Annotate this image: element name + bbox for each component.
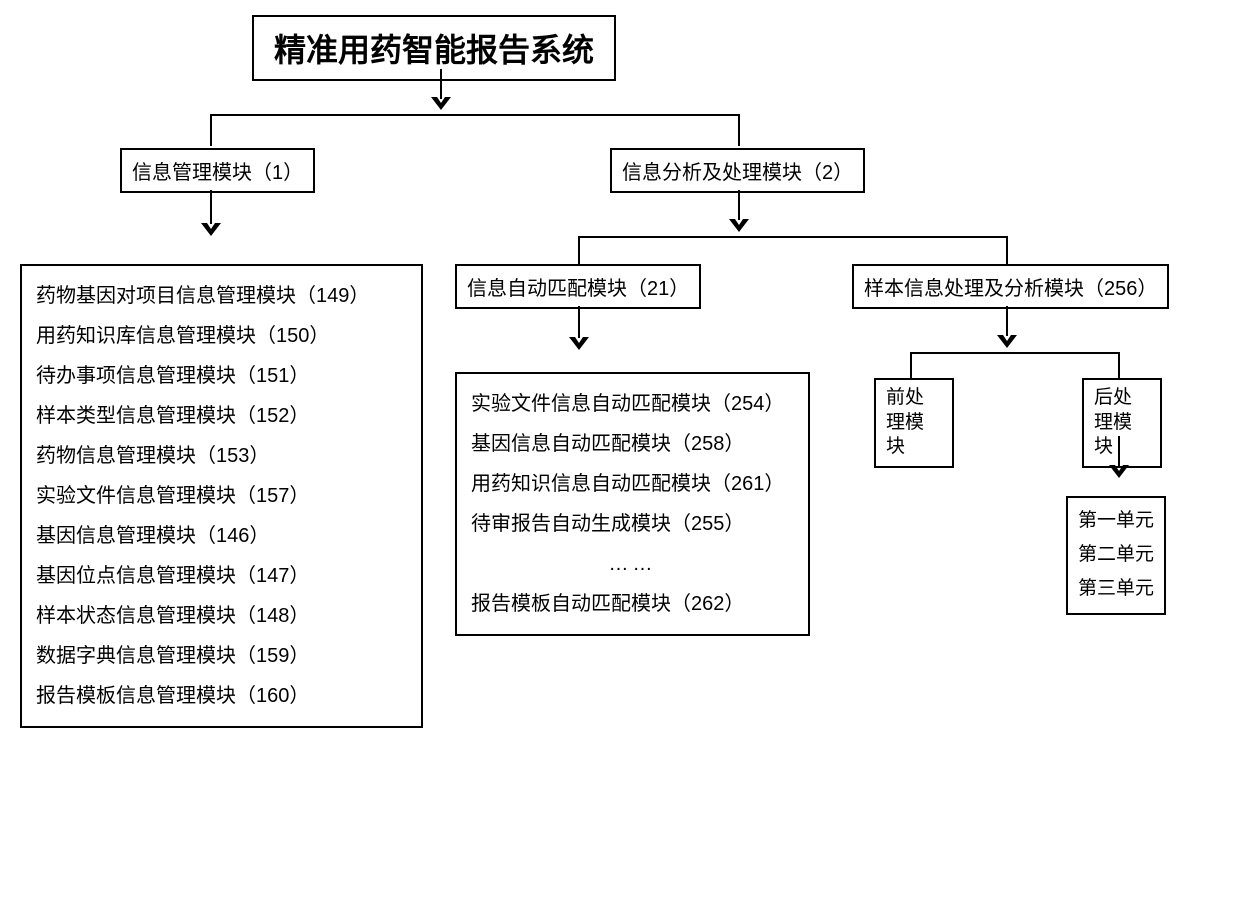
left-list-item: 实验文件信息管理模块（157） bbox=[36, 476, 407, 516]
title-box: 精准用药智能报告系统 bbox=[252, 15, 616, 81]
split-v-right bbox=[738, 114, 740, 146]
mid-list-box: 实验文件信息自动匹配模块（254） 基因信息自动匹配模块（258） 用药知识信息… bbox=[455, 372, 810, 636]
mid-list-item: 待审报告自动生成模块（255） bbox=[471, 504, 794, 544]
mid-list-item: 报告模板自动匹配模块（262） bbox=[471, 584, 794, 624]
left-list-item: 样本状态信息管理模块（148） bbox=[36, 596, 407, 636]
unit-item: 第一单元 bbox=[1078, 504, 1154, 538]
left-list-item: 待办事项信息管理模块（151） bbox=[36, 356, 407, 396]
mid-list-item: 用药知识信息自动匹配模块（261） bbox=[471, 464, 794, 504]
auto-match-module: 信息自动匹配模块（21） bbox=[455, 264, 701, 309]
mid-list-item: 基因信息自动匹配模块（258） bbox=[471, 424, 794, 464]
pre-proc-box: 前处理模块 bbox=[874, 378, 954, 468]
info-mgmt-label: 信息管理模块（1） bbox=[132, 162, 303, 184]
left-list-item: 样本类型信息管理模块（152） bbox=[36, 396, 407, 436]
post-proc-box: 后处理模块 bbox=[1082, 378, 1162, 468]
split-v-left bbox=[210, 114, 212, 146]
unit-item: 第三单元 bbox=[1078, 572, 1154, 606]
left-list-item: 用药知识库信息管理模块（150） bbox=[36, 316, 407, 356]
split-v2l bbox=[578, 236, 580, 264]
left-list-item: 药物信息管理模块（153） bbox=[36, 436, 407, 476]
sample-proc-module: 样本信息处理及分析模块（256） bbox=[852, 264, 1169, 309]
units-box: 第一单元 第二单元 第三单元 bbox=[1066, 496, 1166, 615]
info-analysis-label: 信息分析及处理模块（2） bbox=[622, 162, 853, 184]
auto-match-label: 信息自动匹配模块（21） bbox=[467, 278, 689, 300]
split-v2r bbox=[1006, 236, 1008, 264]
sample-proc-label: 样本信息处理及分析模块（256） bbox=[864, 278, 1157, 300]
left-list-item: 数据字典信息管理模块（159） bbox=[36, 636, 407, 676]
pre-proc-label: 前处理模块 bbox=[886, 387, 924, 457]
left-list-item: 基因位点信息管理模块（147） bbox=[36, 556, 407, 596]
mid-list-item: 实验文件信息自动匹配模块（254） bbox=[471, 384, 794, 424]
info-mgmt-module: 信息管理模块（1） bbox=[120, 148, 315, 193]
split-v3r bbox=[1118, 352, 1120, 378]
left-list-box: 药物基因对项目信息管理模块（149） 用药知识库信息管理模块（150） 待办事项… bbox=[20, 264, 423, 728]
split-h2 bbox=[578, 236, 1008, 238]
left-list-item: 报告模板信息管理模块（160） bbox=[36, 676, 407, 716]
mid-list-dots: …… bbox=[471, 544, 794, 584]
post-proc-label: 后处理模块 bbox=[1094, 387, 1132, 457]
split-h3 bbox=[910, 352, 1120, 354]
split-h1 bbox=[210, 114, 740, 116]
split-v3l bbox=[910, 352, 912, 378]
unit-item: 第二单元 bbox=[1078, 538, 1154, 572]
title-text: 精准用药智能报告系统 bbox=[274, 32, 594, 68]
left-list-item: 药物基因对项目信息管理模块（149） bbox=[36, 276, 407, 316]
info-analysis-module: 信息分析及处理模块（2） bbox=[610, 148, 865, 193]
left-list-item: 基因信息管理模块（146） bbox=[36, 516, 407, 556]
